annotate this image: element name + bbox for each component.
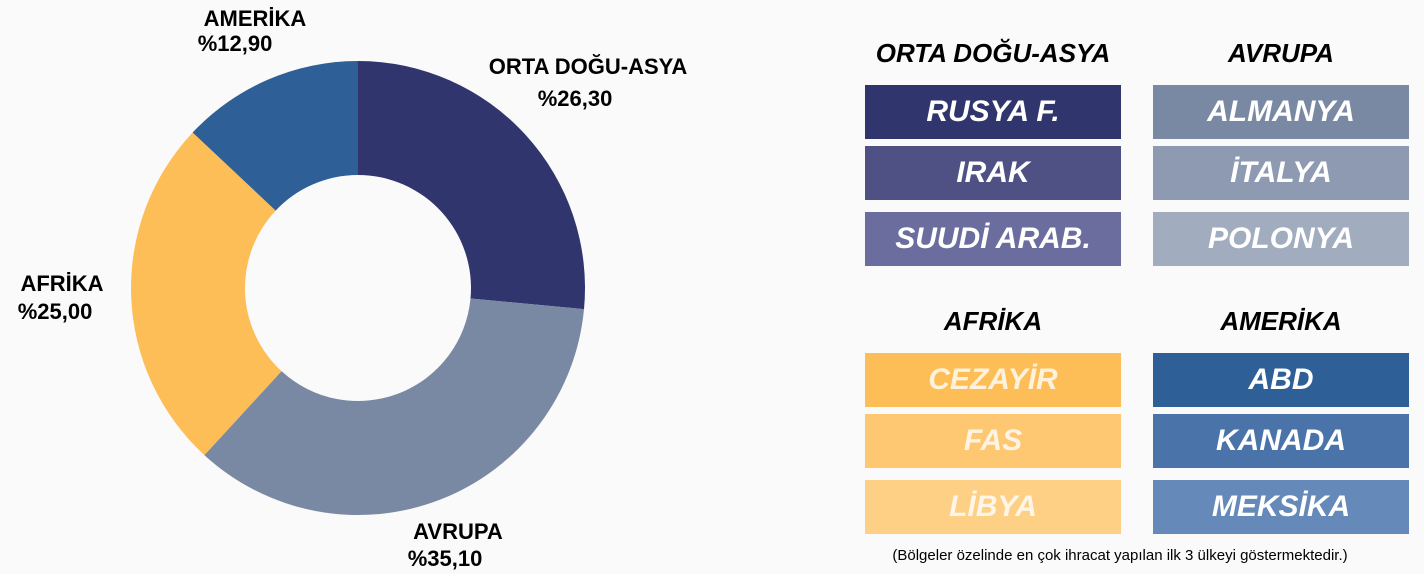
- donut-slice: [204, 298, 585, 515]
- country-name: İTALYA: [1230, 156, 1332, 189]
- country-box: [865, 212, 1121, 266]
- country-box: [1153, 212, 1409, 266]
- slice-label: AFRİKA: [20, 271, 103, 296]
- group-title: AMERİKA: [1219, 306, 1341, 336]
- country-name: ABD: [1248, 363, 1314, 396]
- country-box: [1153, 414, 1409, 468]
- group-title: AVRUPA: [1227, 38, 1334, 68]
- slice-label: ORTA DOĞU-ASYA: [489, 54, 688, 79]
- country-name: ALMANYA: [1206, 95, 1355, 128]
- country-box: [1153, 146, 1409, 200]
- country-name: IRAK: [956, 156, 1032, 189]
- country-box: [865, 480, 1121, 534]
- country-box: [1153, 353, 1409, 407]
- country-box: [865, 85, 1121, 139]
- slice-label: AVRUPA: [413, 519, 503, 544]
- country-name: FAS: [964, 424, 1022, 457]
- donut-slice: [130, 132, 282, 456]
- group-title: AFRİKA: [943, 306, 1042, 336]
- slice-value: %26,30: [538, 86, 613, 111]
- note: (Bölgeler özelinde en çok ihracat yapıla…: [892, 547, 1347, 564]
- slice-value: %12,90: [198, 31, 273, 56]
- country-name: KANADA: [1216, 424, 1346, 457]
- slice-value: %25,00: [18, 299, 93, 324]
- country-box: [865, 146, 1121, 200]
- donut-slice: [192, 61, 358, 211]
- country-name: CEZAYİR: [928, 363, 1058, 396]
- country-box: [865, 414, 1121, 468]
- country-name: MEKSİKA: [1212, 490, 1350, 523]
- country-box: [1153, 85, 1409, 139]
- slice-label: AMERİKA: [204, 6, 307, 31]
- country-name: RUSYA F.: [926, 95, 1059, 128]
- country-name: LİBYA: [949, 490, 1037, 523]
- country-name: SUUDİ ARAB.: [895, 222, 1091, 255]
- donut-slice: [358, 61, 585, 310]
- country-name: POLONYA: [1208, 222, 1354, 255]
- country-box: [865, 353, 1121, 407]
- country-box: [1153, 480, 1409, 534]
- slice-value: %35,10: [408, 546, 483, 571]
- group-title: ORTA DOĞU-ASYA: [876, 38, 1110, 68]
